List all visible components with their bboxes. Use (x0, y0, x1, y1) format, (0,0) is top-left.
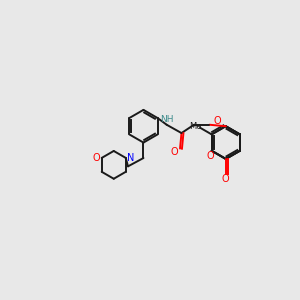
Text: NH: NH (160, 115, 174, 124)
Text: O: O (222, 174, 230, 184)
Text: O: O (92, 153, 100, 163)
Text: O: O (206, 151, 214, 161)
Text: O: O (214, 116, 221, 126)
Text: Me: Me (189, 122, 201, 131)
Text: N: N (128, 153, 135, 163)
Text: O: O (171, 147, 178, 157)
